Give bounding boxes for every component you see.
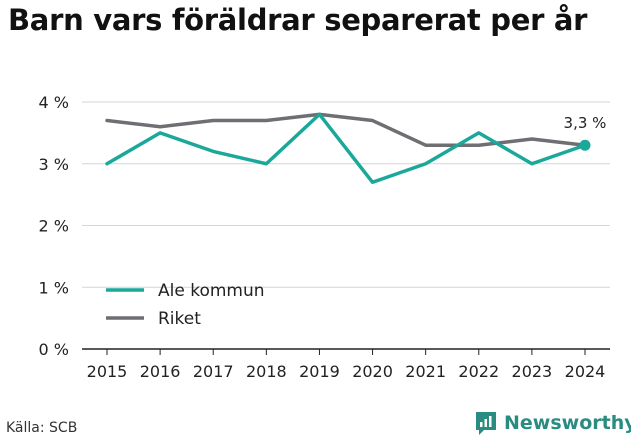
x-tick-label: 2024 <box>565 362 606 381</box>
x-tick-label: 2019 <box>299 362 340 381</box>
series-line-ale-kommun <box>105 112 587 185</box>
y-tick-label: 4 % <box>39 93 69 112</box>
legend-label: Riket <box>158 309 201 329</box>
brand-logo[interactable]: Newsworthy <box>474 408 631 438</box>
brand-name: Newsworthy <box>504 412 631 434</box>
x-tick-label: 2022 <box>458 362 499 381</box>
x-tick-label: 2016 <box>140 362 181 381</box>
x-tick-label: 2023 <box>512 362 553 381</box>
x-tick-label: 2021 <box>405 362 446 381</box>
end-point-marker <box>579 139 591 151</box>
end-value-label: 3,3 % <box>564 114 607 132</box>
legend-label: Ale kommun <box>158 281 265 301</box>
y-tick-label: 0 % <box>39 340 69 359</box>
y-tick-label: 2 % <box>39 217 69 236</box>
x-tick-label: 2015 <box>87 362 128 381</box>
y-tick-label: 1 % <box>39 278 69 297</box>
y-tick-label: 3 % <box>39 155 69 174</box>
series-line-riket <box>105 112 587 147</box>
source-note: Källa: SCB <box>6 420 78 436</box>
x-tick-label: 2018 <box>246 362 287 381</box>
x-tick-label: 2017 <box>193 362 234 381</box>
newsworthy-chart-logo-icon <box>476 412 496 435</box>
x-tick-label: 2020 <box>352 362 393 381</box>
chart-title: Barn vars föräldrar separerat per år <box>8 3 588 37</box>
